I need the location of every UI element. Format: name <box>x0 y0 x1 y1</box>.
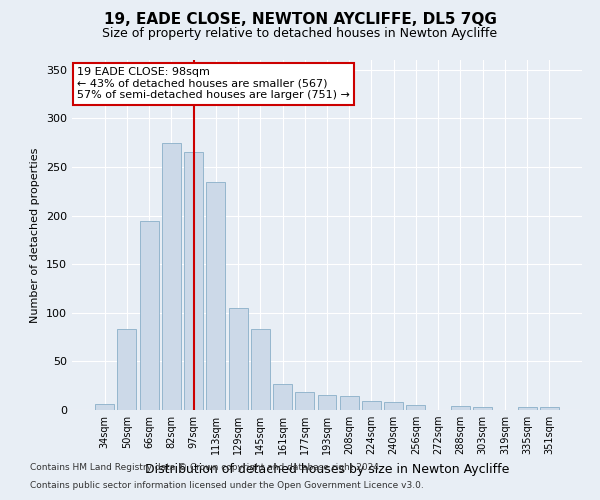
Bar <box>251 330 270 410</box>
Bar <box>140 222 158 410</box>
Y-axis label: Number of detached properties: Number of detached properties <box>31 148 40 322</box>
Bar <box>540 407 559 410</box>
Bar <box>473 407 492 410</box>
Text: Contains public sector information licensed under the Open Government Licence v3: Contains public sector information licen… <box>30 481 424 490</box>
Bar <box>118 330 136 410</box>
Bar <box>206 182 225 410</box>
Bar <box>340 396 359 410</box>
Bar <box>317 396 337 410</box>
Bar <box>162 142 181 410</box>
Bar <box>518 407 536 410</box>
Text: 19 EADE CLOSE: 98sqm
← 43% of detached houses are smaller (567)
57% of semi-deta: 19 EADE CLOSE: 98sqm ← 43% of detached h… <box>77 67 350 100</box>
Bar <box>384 402 403 410</box>
Bar <box>273 384 292 410</box>
Bar <box>451 406 470 410</box>
X-axis label: Distribution of detached houses by size in Newton Aycliffe: Distribution of detached houses by size … <box>145 462 509 475</box>
Bar <box>406 405 425 410</box>
Text: Size of property relative to detached houses in Newton Aycliffe: Size of property relative to detached ho… <box>103 28 497 40</box>
Bar <box>95 404 114 410</box>
Text: Contains HM Land Registry data © Crown copyright and database right 2024.: Contains HM Land Registry data © Crown c… <box>30 464 382 472</box>
Text: 19, EADE CLOSE, NEWTON AYCLIFFE, DL5 7QG: 19, EADE CLOSE, NEWTON AYCLIFFE, DL5 7QG <box>104 12 496 28</box>
Bar <box>184 152 203 410</box>
Bar <box>295 392 314 410</box>
Bar <box>229 308 248 410</box>
Bar <box>362 401 381 410</box>
